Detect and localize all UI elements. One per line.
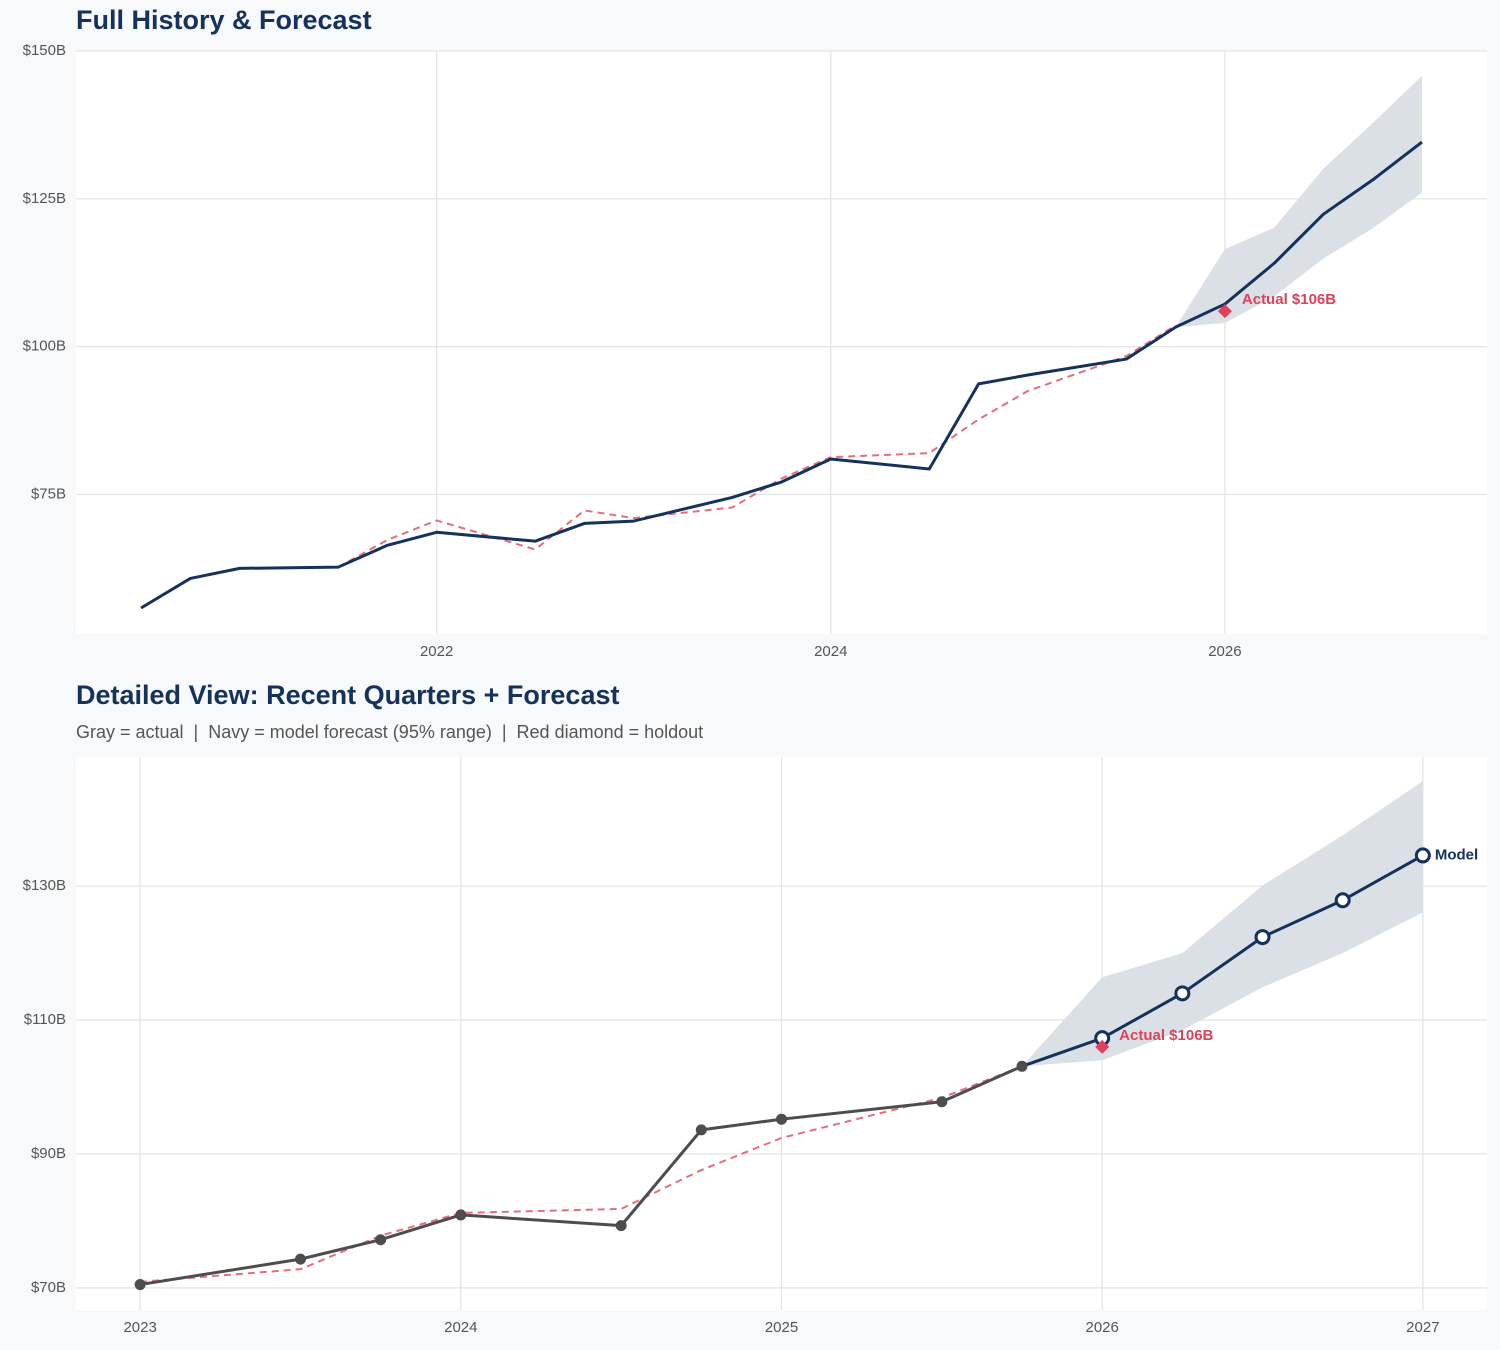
point (1414, 847, 1431, 864)
x-tick-label: 2024 (444, 1319, 477, 1336)
x-tick-label: 2025 (765, 1319, 798, 1336)
x-tick-label: 2022 (420, 643, 453, 660)
y-tick-label: $130B (23, 877, 66, 894)
forecast-band (1175, 75, 1422, 328)
y-tick-label: $110B (24, 1011, 66, 1028)
plot-area (76, 51, 1487, 634)
point (936, 1096, 948, 1108)
holdout-label: Actual $106B (1119, 1027, 1213, 1044)
point (1174, 985, 1191, 1002)
series-line (337, 324, 1177, 569)
point (695, 1124, 707, 1136)
chart-subtitle: Gray = actual | Navy = model forecast (9… (76, 722, 703, 742)
point (776, 1113, 787, 1125)
point (455, 1209, 467, 1221)
holdout-marker (1217, 304, 1232, 319)
y-tick-label: $75B (31, 485, 66, 502)
point (1254, 929, 1271, 946)
end-label: Model (1435, 846, 1478, 863)
series-line (140, 140, 1423, 610)
x-tick-label: 2027 (1406, 1319, 1439, 1336)
y-tick-label: $125B (23, 190, 66, 207)
holdout-marker (1095, 1039, 1110, 1054)
point (615, 1220, 627, 1232)
point (294, 1253, 306, 1265)
point (134, 1279, 146, 1291)
series-line (1021, 854, 1424, 1068)
chart-title: Detailed View: Recent Quarters + Forecas… (76, 680, 619, 710)
holdout-label: Actual $106B (1242, 291, 1336, 308)
x-tick-label: 2024 (814, 643, 847, 660)
y-tick-label: $150B (23, 42, 66, 59)
point (375, 1234, 387, 1246)
x-tick-label: 2026 (1085, 1319, 1118, 1336)
y-tick-label: $100B (23, 338, 66, 355)
x-tick-label: 2023 (123, 1319, 156, 1336)
point (1016, 1060, 1028, 1072)
y-tick-label: $90B (31, 1145, 66, 1162)
y-tick-label: $70B (31, 1279, 66, 1296)
chart-title: Full History & Forecast (76, 5, 372, 35)
point (1334, 892, 1351, 909)
x-tick-label: 2026 (1208, 643, 1241, 660)
forecast-band (1022, 781, 1423, 1067)
